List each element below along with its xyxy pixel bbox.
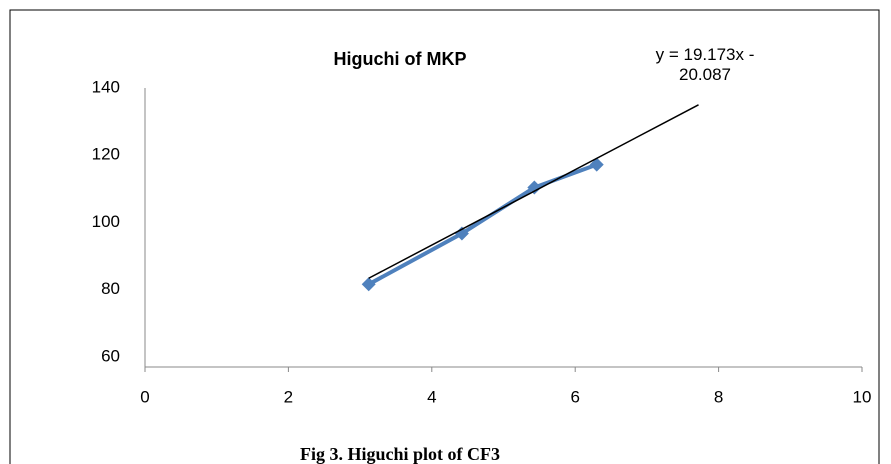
y-tick-label: 140 <box>92 77 120 96</box>
caption: Fig 3. Higuchi plot of CF3 <box>300 444 500 464</box>
y-tick-label: 60 <box>101 346 120 365</box>
trendline <box>368 104 699 279</box>
y-tick-label: 80 <box>101 279 120 298</box>
x-tick-label: 4 <box>427 387 436 406</box>
chart-title: Higuchi of MKP <box>334 49 467 69</box>
series-line <box>367 162 598 287</box>
marker <box>454 226 469 241</box>
marker <box>589 157 604 172</box>
y-tick-label: 120 <box>92 145 120 164</box>
frame <box>9 9 880 464</box>
y-tick-label: 100 <box>92 212 120 231</box>
x-tick-label: 2 <box>284 387 293 406</box>
x-tick-label: 10 <box>853 387 872 406</box>
trend-equation: y = 19.173x - 20.087 <box>655 45 755 84</box>
marker <box>361 277 376 292</box>
x-tick-label: 0 <box>140 387 149 406</box>
marker <box>527 180 542 195</box>
x-tick-label: 6 <box>570 387 579 406</box>
x-tick-label: 8 <box>714 387 723 406</box>
